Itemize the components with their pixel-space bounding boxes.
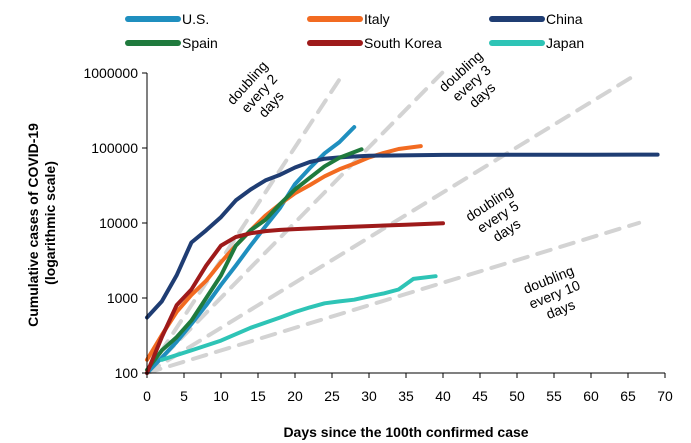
x-tick-label: 5	[180, 388, 188, 404]
reference-label-doubling-3: doublingevery 3days	[436, 47, 507, 118]
x-tick-label: 15	[250, 388, 266, 404]
y-tick-label: 100000	[91, 140, 138, 156]
legend-label-u-s-: U.S.	[182, 11, 209, 27]
legend-label-south-korea: South Korea	[364, 35, 442, 51]
x-tick-label: 40	[435, 388, 451, 404]
x-tick-label: 70	[657, 388, 673, 404]
x-tick-label: 25	[324, 388, 340, 404]
series-line-spain	[147, 149, 362, 370]
legend-label-spain: Spain	[182, 35, 218, 51]
reference-label-doubling-10: doublingevery 10days	[521, 262, 589, 327]
y-tick-label: 1000	[107, 290, 138, 306]
y-axis-title-line-2: (logarithmic scale)	[42, 161, 58, 285]
y-axis-title-line-1: Cumulative cases of COVID-19	[25, 123, 41, 327]
reference-line-doubling-5	[147, 73, 638, 373]
x-tick-label: 55	[546, 388, 562, 404]
y-axis-ticks: 100 1000 10000 100000 1000000	[83, 65, 147, 381]
series-lines	[147, 127, 658, 373]
legend-label-china: China	[546, 11, 583, 27]
y-tick-label: 1000000	[83, 65, 138, 81]
y-axis-title: Cumulative cases of COVID-19 (logarithmi…	[25, 119, 58, 327]
reference-label-doubling-2: doublingevery 2days	[223, 58, 294, 129]
x-axis-ticks: 0 5 10 15 20 25 30 35 40 45 50 55 60 65 70	[143, 373, 673, 404]
x-tick-label: 50	[509, 388, 525, 404]
x-tick-label: 0	[143, 388, 151, 404]
legend: U.S. Italy China Spain South Korea Japan	[128, 11, 584, 51]
x-tick-label: 10	[213, 388, 229, 404]
y-tick-label: 100	[115, 365, 139, 381]
x-tick-label: 30	[361, 388, 377, 404]
x-tick-label: 45	[472, 388, 488, 404]
reference-lines	[147, 73, 639, 373]
x-tick-label: 60	[583, 388, 599, 404]
y-tick-label: 10000	[99, 215, 138, 231]
legend-label-japan: Japan	[546, 35, 584, 51]
legend-label-italy: Italy	[364, 11, 390, 27]
x-tick-label: 20	[287, 388, 303, 404]
x-axis-title: Days since the 100th confirmed case	[283, 424, 528, 440]
reference-label-doubling-5: doublingevery 5days	[463, 182, 534, 251]
x-tick-label: 65	[620, 388, 636, 404]
x-tick-label: 35	[398, 388, 414, 404]
